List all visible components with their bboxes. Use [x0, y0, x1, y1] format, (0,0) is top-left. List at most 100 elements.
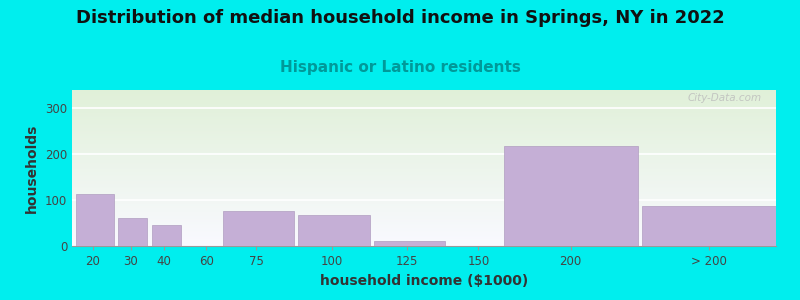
Bar — [72, 97, 776, 98]
Bar — [72, 135, 776, 136]
Bar — [72, 183, 776, 184]
Bar — [72, 125, 776, 126]
Bar — [72, 114, 776, 115]
Bar — [72, 123, 776, 124]
Bar — [72, 165, 776, 166]
Bar — [72, 143, 776, 144]
Bar — [72, 191, 776, 192]
Bar — [72, 103, 776, 104]
Bar — [72, 101, 776, 102]
Bar — [72, 90, 776, 91]
Bar — [72, 210, 776, 211]
Bar — [72, 130, 776, 131]
Bar — [72, 140, 776, 141]
Bar — [72, 145, 776, 146]
Bar — [72, 96, 776, 97]
Bar — [72, 163, 776, 164]
Bar — [72, 126, 776, 127]
Bar — [72, 151, 776, 152]
Bar — [72, 102, 776, 103]
Bar — [72, 131, 776, 132]
Bar — [72, 226, 776, 227]
Bar — [72, 142, 776, 143]
Bar — [72, 91, 776, 92]
Bar — [72, 124, 776, 125]
Bar — [72, 227, 776, 228]
Bar — [72, 236, 776, 237]
Bar — [72, 154, 776, 155]
Bar — [72, 141, 776, 142]
Bar — [72, 185, 776, 186]
Bar — [72, 138, 776, 139]
Bar — [72, 216, 776, 217]
Bar — [72, 242, 776, 243]
Bar — [72, 152, 776, 153]
Bar — [72, 136, 776, 137]
Bar — [72, 202, 776, 203]
Bar — [223, 211, 294, 246]
Bar — [72, 93, 776, 94]
Bar — [72, 137, 776, 138]
Bar — [72, 167, 776, 168]
Bar — [72, 150, 776, 151]
Bar — [72, 188, 776, 189]
Bar — [72, 243, 776, 244]
Bar — [72, 232, 776, 233]
Bar — [72, 120, 776, 121]
Bar — [72, 182, 776, 183]
Bar — [72, 233, 776, 234]
Bar — [72, 245, 776, 246]
Bar — [72, 122, 776, 123]
Bar — [72, 196, 776, 197]
Bar — [72, 224, 776, 225]
Bar — [72, 173, 776, 174]
Bar — [72, 111, 776, 112]
Bar — [72, 160, 776, 161]
Bar — [72, 222, 776, 223]
Bar — [72, 195, 776, 196]
Bar — [72, 229, 776, 230]
Bar — [72, 166, 776, 167]
Bar — [72, 238, 776, 239]
Bar — [72, 92, 776, 93]
Bar — [72, 95, 776, 96]
Bar — [72, 220, 776, 221]
Bar — [72, 215, 776, 216]
Bar — [72, 139, 776, 140]
Bar — [72, 107, 776, 108]
Bar — [72, 121, 776, 122]
Bar — [642, 206, 776, 246]
Bar — [72, 203, 776, 204]
Bar — [72, 179, 776, 180]
Bar — [72, 186, 776, 187]
Bar — [72, 177, 776, 178]
Bar — [72, 234, 776, 235]
Bar — [72, 112, 776, 113]
Bar — [72, 241, 776, 242]
Bar — [72, 170, 776, 171]
Bar — [152, 225, 181, 246]
Bar — [72, 189, 776, 190]
Bar — [72, 240, 776, 241]
Bar — [72, 204, 776, 205]
Bar — [72, 218, 776, 219]
Bar — [118, 218, 147, 246]
Bar — [72, 244, 776, 245]
Bar — [72, 190, 776, 191]
Bar — [72, 161, 776, 162]
Bar — [72, 225, 776, 226]
Bar — [72, 155, 776, 156]
Bar — [76, 194, 114, 246]
Bar — [72, 127, 776, 128]
Bar — [72, 175, 776, 176]
Bar — [72, 153, 776, 154]
Bar — [72, 128, 776, 129]
Bar — [72, 209, 776, 210]
Bar — [72, 230, 776, 231]
Bar — [72, 100, 776, 101]
X-axis label: household income ($1000): household income ($1000) — [320, 274, 528, 288]
Bar — [72, 119, 776, 120]
Bar — [72, 108, 776, 109]
Bar — [72, 149, 776, 150]
Bar — [72, 110, 776, 111]
